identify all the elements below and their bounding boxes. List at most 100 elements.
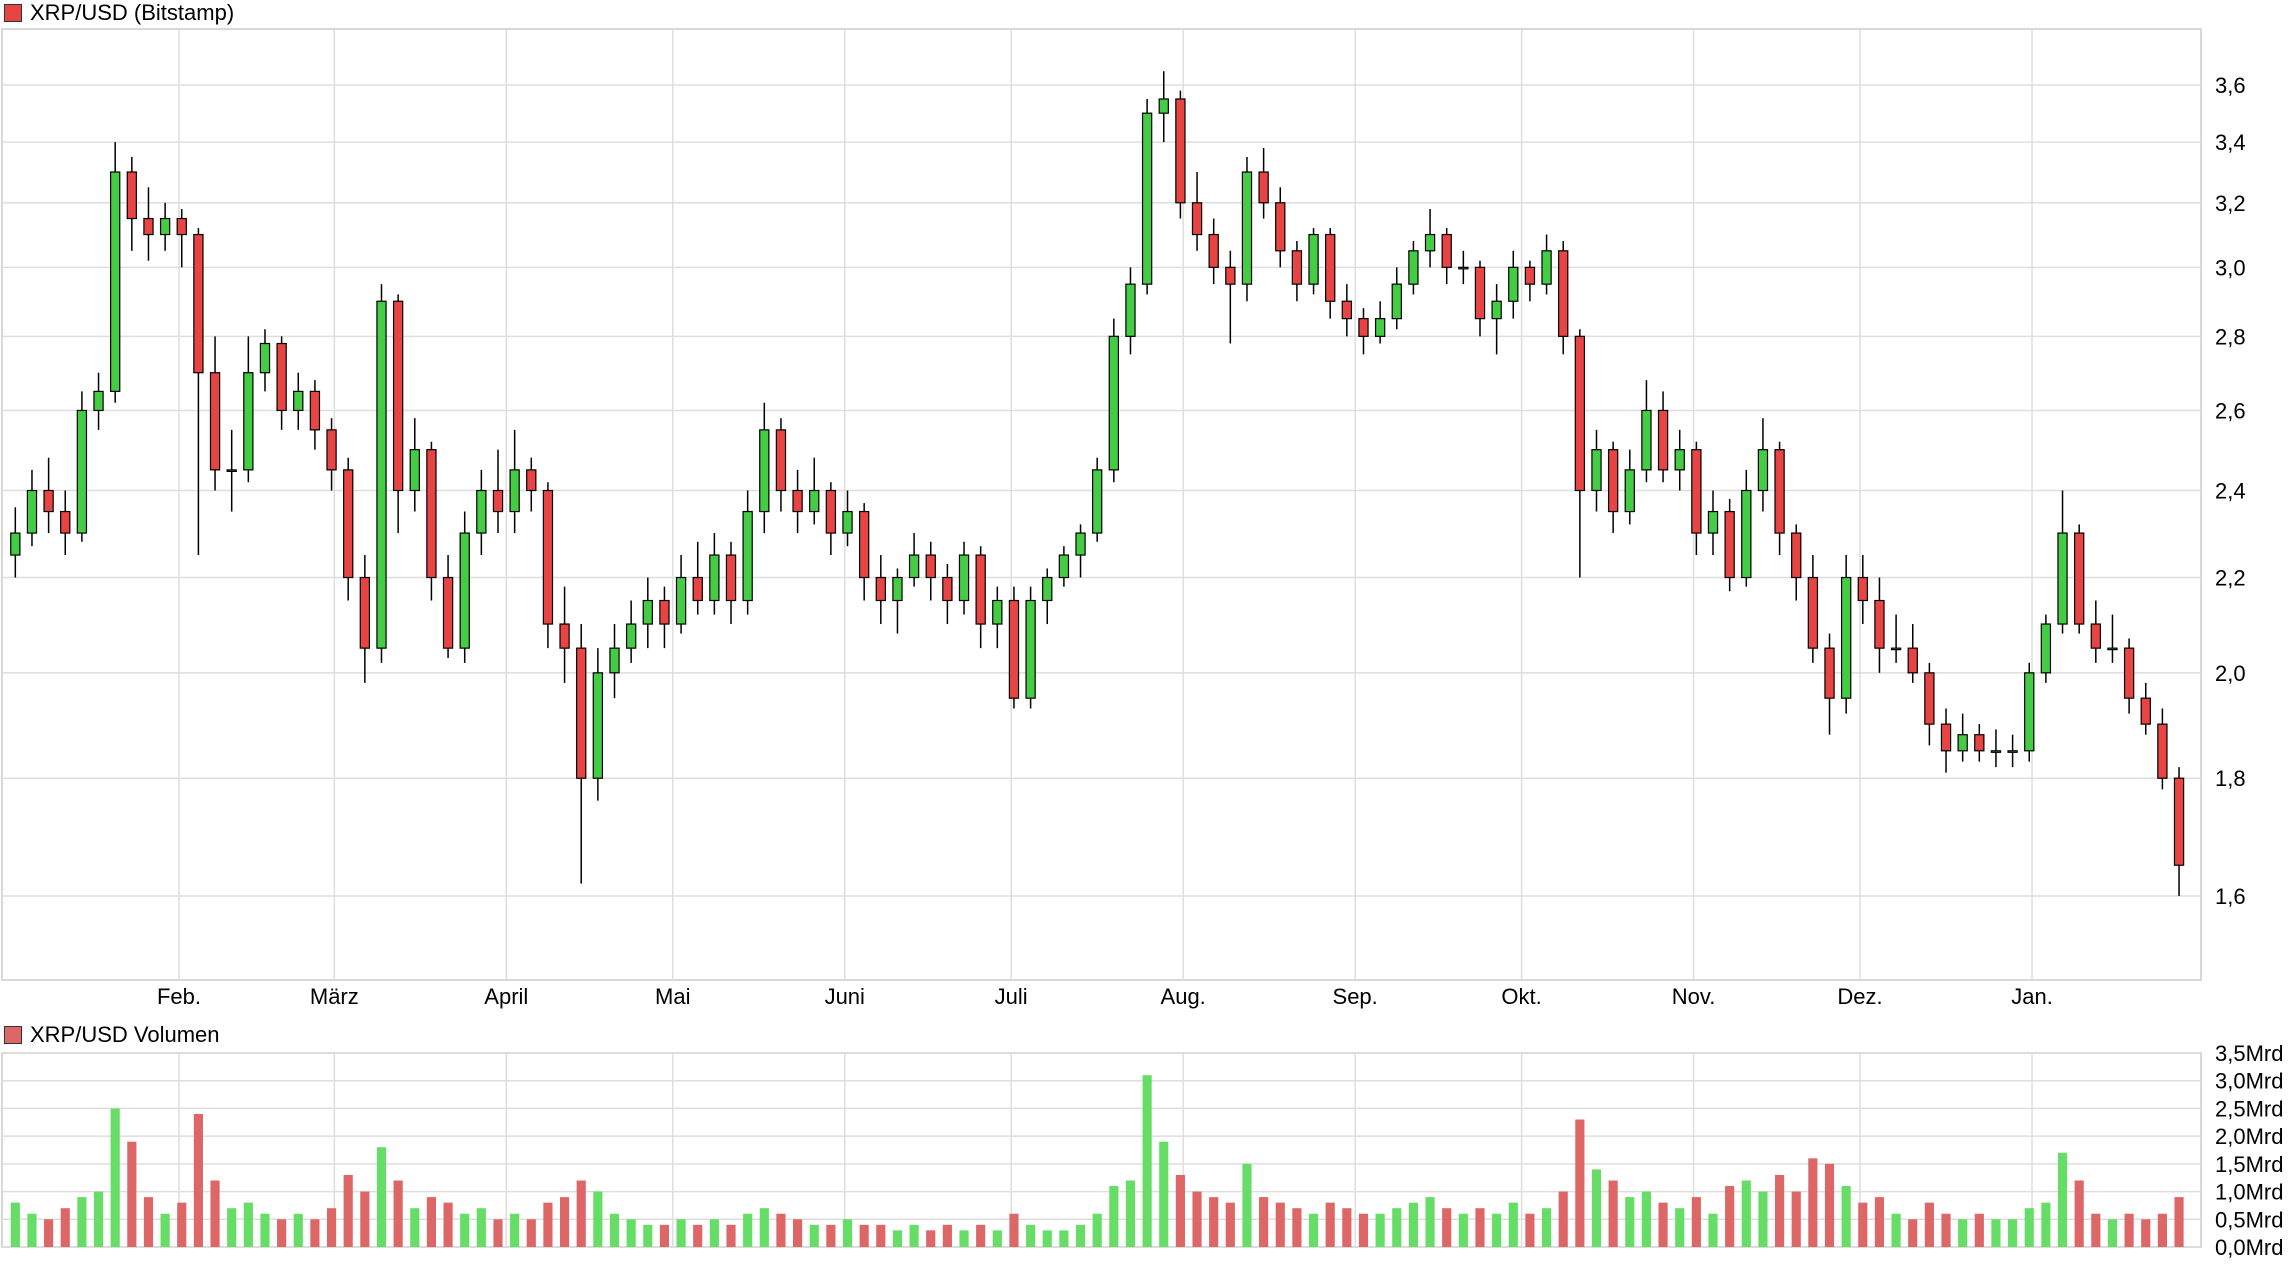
- candle-body: [1225, 266, 1236, 285]
- volume-bar: [227, 1208, 237, 1247]
- volume-bar: [77, 1197, 87, 1247]
- candle-body: [1391, 283, 1402, 320]
- candle-body: [1008, 599, 1020, 699]
- volume-bar: [1259, 1197, 1269, 1247]
- volume-bar: [243, 1202, 253, 1247]
- volume-bar: [1442, 1208, 1452, 1247]
- candle-body: [609, 647, 620, 674]
- candle-body: [1092, 469, 1103, 534]
- candle-body: [992, 599, 1003, 625]
- volume-y-tick-label: 2,0Mrd: [2215, 1124, 2283, 1149]
- candle-body: [1524, 266, 1536, 285]
- candle-body: [1957, 734, 1968, 752]
- volume-bar: [793, 1219, 803, 1247]
- volume-bar: [1675, 1208, 1685, 1247]
- volume-bar: [2057, 1152, 2068, 1247]
- x-tick-label: Sep.: [1333, 984, 1378, 1009]
- volume-bar: [1392, 1208, 1402, 1247]
- candle-body: [1774, 449, 1785, 534]
- price-legend-swatch: [4, 4, 22, 22]
- candle-body: [2040, 623, 2052, 674]
- candle-body: [1474, 266, 1486, 320]
- volume-bar: [1308, 1213, 1319, 1247]
- volume-bar: [1375, 1213, 1385, 1247]
- volume-bar: [510, 1213, 520, 1247]
- candle-body: [709, 554, 720, 602]
- candle-body: [1458, 266, 1469, 270]
- price-y-tick-label: 2,8: [2215, 324, 2246, 349]
- volume-bar: [326, 1208, 337, 1247]
- candle-body: [1108, 335, 1120, 471]
- volume-bar: [493, 1219, 503, 1247]
- candle-body: [875, 576, 886, 602]
- candle-body: [1491, 300, 1502, 320]
- volume-bar: [293, 1213, 303, 1247]
- candle-body: [126, 171, 138, 220]
- volume-bar: [1242, 1163, 1252, 1247]
- volume-y-tick-label: 0,0Mrd: [2215, 1235, 2283, 1260]
- candle-body: [1707, 510, 1719, 534]
- price-y-tick-label: 2,2: [2215, 566, 2246, 591]
- volume-bar: [93, 1191, 104, 1247]
- candle-body: [659, 599, 670, 625]
- candle-body: [60, 510, 71, 534]
- candle-body: [1374, 318, 1386, 337]
- volume-bar: [1358, 1213, 1369, 1247]
- volume-bar: [2091, 1213, 2101, 1247]
- candle-body: [143, 217, 154, 236]
- volume-bar: [1026, 1224, 1036, 1247]
- volume-bar: [60, 1208, 70, 1247]
- candle-body: [2090, 623, 2101, 649]
- volume-bar: [1758, 1191, 1768, 1247]
- x-tick-label: Nov.: [1672, 984, 1716, 1009]
- candle-body: [243, 372, 254, 471]
- candle-body: [825, 489, 837, 534]
- candle-body: [1624, 469, 1635, 513]
- candle-body: [1341, 300, 1353, 320]
- candle-body: [1691, 449, 1702, 534]
- candle-body: [576, 647, 587, 779]
- candle-body: [226, 469, 237, 472]
- candle-body: [759, 429, 770, 513]
- candle-body: [2074, 532, 2085, 625]
- volume-bar: [1425, 1197, 1435, 1247]
- candle-body: [559, 623, 570, 649]
- x-tick-label: Aug.: [1161, 984, 1206, 1009]
- volume-bar: [10, 1202, 20, 1247]
- volume-bar: [1991, 1219, 2001, 1247]
- volume-bar: [1209, 1197, 1219, 1247]
- volume-bar: [1342, 1208, 1352, 1247]
- candle-body: [1824, 647, 1835, 699]
- volume-bar: [726, 1224, 736, 1247]
- candle-body: [1158, 98, 1169, 114]
- x-tick-label: Mai: [655, 984, 690, 1009]
- volume-bar: [177, 1202, 187, 1247]
- volume-bar: [1275, 1202, 1285, 1247]
- volume-bar: [1541, 1208, 1552, 1247]
- volume-bar: [1958, 1219, 1968, 1247]
- volume-bar: [1458, 1213, 1468, 1247]
- volume-bar: [1059, 1230, 1069, 1247]
- volume-bar: [2141, 1219, 2151, 1247]
- candle-body: [93, 390, 104, 412]
- volume-bar: [143, 1197, 154, 1247]
- volume-bar: [1808, 1158, 1818, 1247]
- volume-bar: [942, 1224, 952, 1247]
- candle-body: [1890, 647, 1902, 651]
- candle-body: [1807, 576, 1819, 649]
- x-tick-label: März: [310, 984, 359, 1009]
- candle-body: [792, 489, 803, 513]
- volume-bar: [1075, 1224, 1086, 1247]
- candle-body: [409, 449, 420, 492]
- candle-body: [359, 576, 371, 649]
- candle-body: [1258, 171, 1269, 204]
- volume-bar: [526, 1219, 536, 1247]
- x-tick-label: Juni: [825, 984, 865, 1009]
- volume-bar: [1741, 1180, 1751, 1247]
- candle-body: [2157, 723, 2168, 779]
- volume-bar: [1625, 1197, 1635, 1247]
- price-y-tick-label: 3,0: [2215, 255, 2246, 280]
- candle-body: [892, 576, 903, 602]
- volume-bar: [1492, 1213, 1502, 1247]
